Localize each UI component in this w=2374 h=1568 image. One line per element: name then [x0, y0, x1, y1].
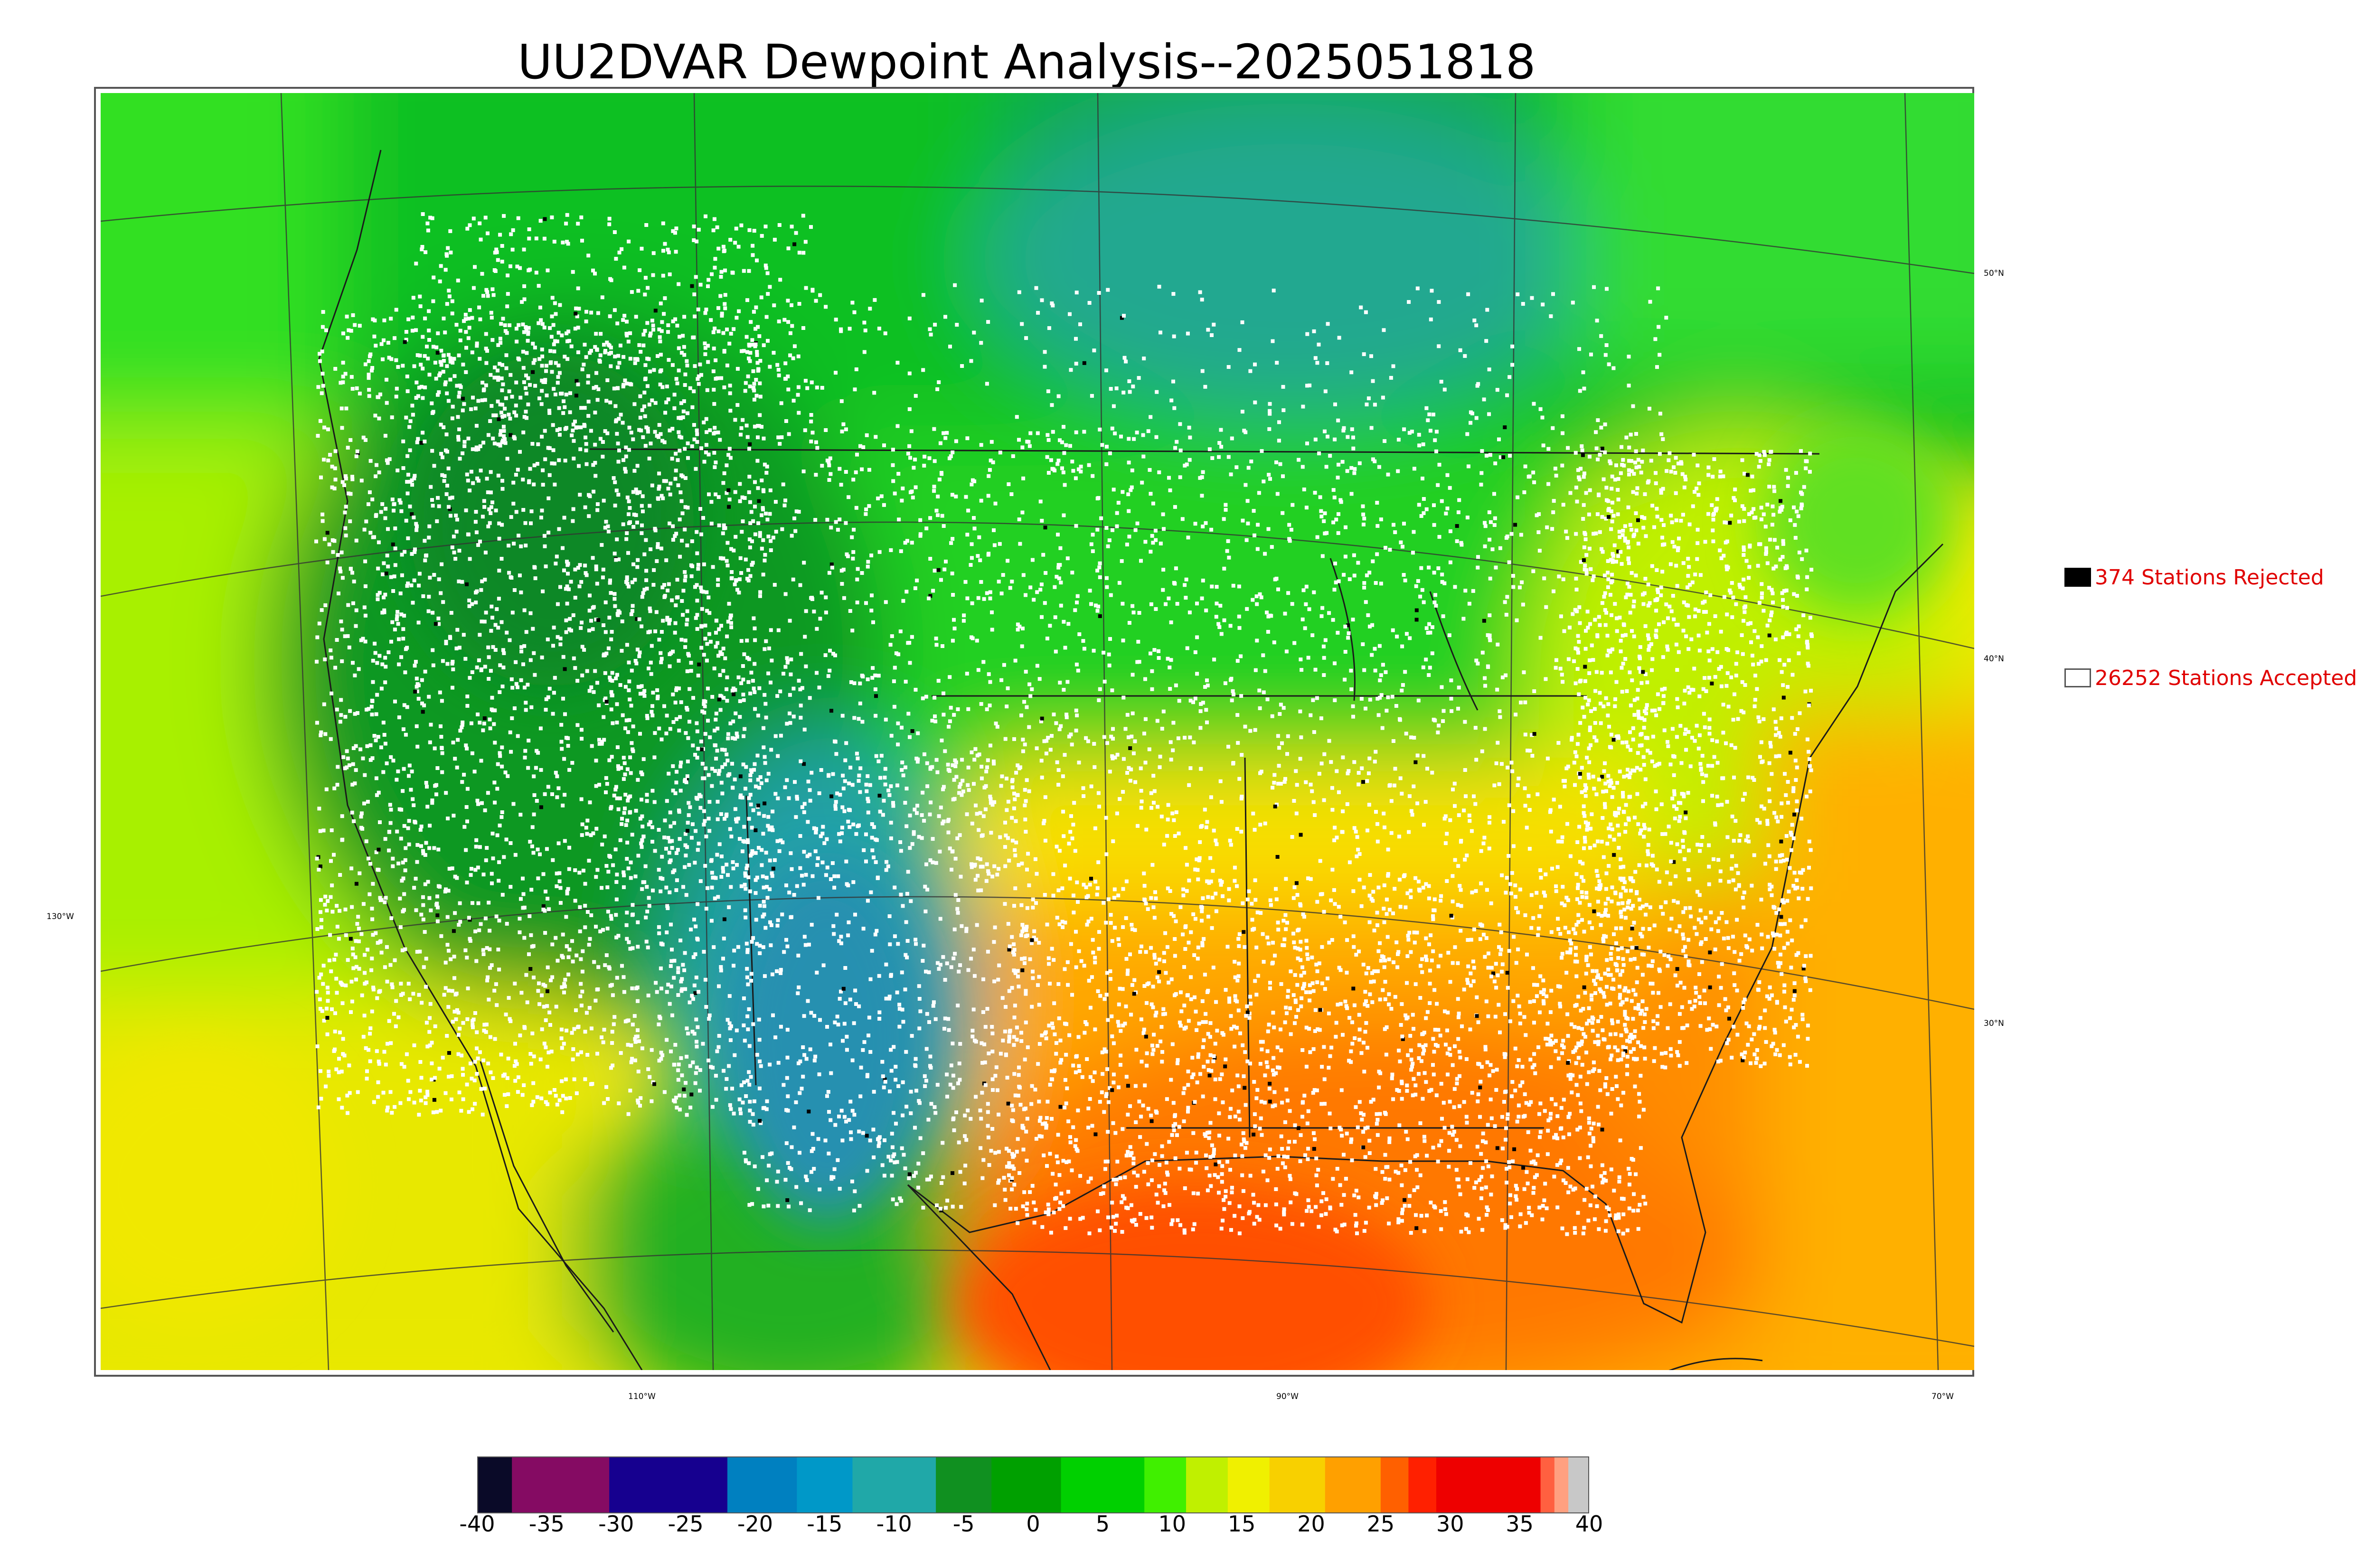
colorbar-tick-label: 0: [1026, 1511, 1040, 1537]
colorbar-segment: [1554, 1456, 1569, 1513]
colorbar-tick-label: 35: [1506, 1511, 1534, 1537]
lat-label-50n: 50°N: [1984, 269, 2004, 278]
colorbar-tick-label: 20: [1297, 1511, 1325, 1537]
colorbar-tick-label: 15: [1228, 1511, 1256, 1537]
colorbar-segment: [1228, 1456, 1270, 1513]
colorbar-segment: [1541, 1456, 1555, 1513]
rejected-label: 374 Stations Rejected: [2095, 565, 2324, 590]
colorbar-tick-label: 25: [1367, 1511, 1395, 1537]
colorbar-tick-label: -40: [459, 1511, 495, 1537]
dewpoint-analysis-map: [101, 93, 1974, 1370]
colorbar-segment: [797, 1456, 853, 1513]
colorbar-segment: [1325, 1456, 1381, 1513]
legend-accepted: 26252 Stations Accepted: [2064, 667, 2357, 689]
colorbar-segment: [852, 1456, 936, 1513]
colorbar-segment: [1381, 1456, 1409, 1513]
lon-label-90w: 90°W: [1276, 1392, 1299, 1401]
colorbar-segment: [1061, 1456, 1145, 1513]
colorbar-tick-label: -35: [529, 1511, 565, 1537]
legend-rejected: 374 Stations Rejected: [2064, 566, 2324, 589]
lon-label-110w: 110°W: [628, 1392, 656, 1401]
colorbar-tick-label: -20: [737, 1511, 773, 1537]
lat-label-30n: 30°N: [1984, 1019, 2004, 1028]
colorbar-segment: [1408, 1456, 1436, 1513]
colorbar-tick-label: 5: [1096, 1511, 1110, 1537]
dewpoint-field: [101, 93, 1974, 1370]
colorbar-tick-label: -10: [876, 1511, 912, 1537]
colorbar-segment: [991, 1456, 1061, 1513]
colorbar-segment: [609, 1456, 727, 1513]
colorbar-tick-label: -5: [953, 1511, 975, 1537]
colorbar-segment: [936, 1456, 992, 1513]
lat-label-40n: 40°N: [1984, 654, 2004, 664]
colorbar-segment: [1144, 1456, 1186, 1513]
colorbar-segment: [1436, 1456, 1541, 1513]
colorbar-tick-label: 40: [1575, 1511, 1603, 1537]
colorbar-tick-label: -25: [668, 1511, 704, 1537]
colorbar-segment: [477, 1456, 512, 1513]
colorbar-tick-label: 10: [1158, 1511, 1186, 1537]
rejected-swatch: [2064, 568, 2091, 587]
colorbar-segment: [512, 1456, 609, 1513]
dewpoint-colorbar: [477, 1456, 1589, 1513]
accepted-swatch: [2064, 668, 2091, 687]
accepted-label: 26252 Stations Accepted: [2095, 666, 2357, 690]
colorbar-segment: [727, 1456, 797, 1513]
lon-label-70w: 70°W: [1931, 1392, 1954, 1401]
colorbar-segment: [1568, 1456, 1589, 1513]
map-title: UU2DVAR Dewpoint Analysis--2025051818: [518, 34, 1536, 90]
colorbar-tick-label: -30: [598, 1511, 634, 1537]
colorbar-tick-label: 30: [1436, 1511, 1464, 1537]
lon-label-130w: 130°W: [47, 912, 74, 921]
colorbar-segment: [1270, 1456, 1326, 1513]
colorbar-segment: [1186, 1456, 1228, 1513]
colorbar-tick-label: -15: [807, 1511, 842, 1537]
